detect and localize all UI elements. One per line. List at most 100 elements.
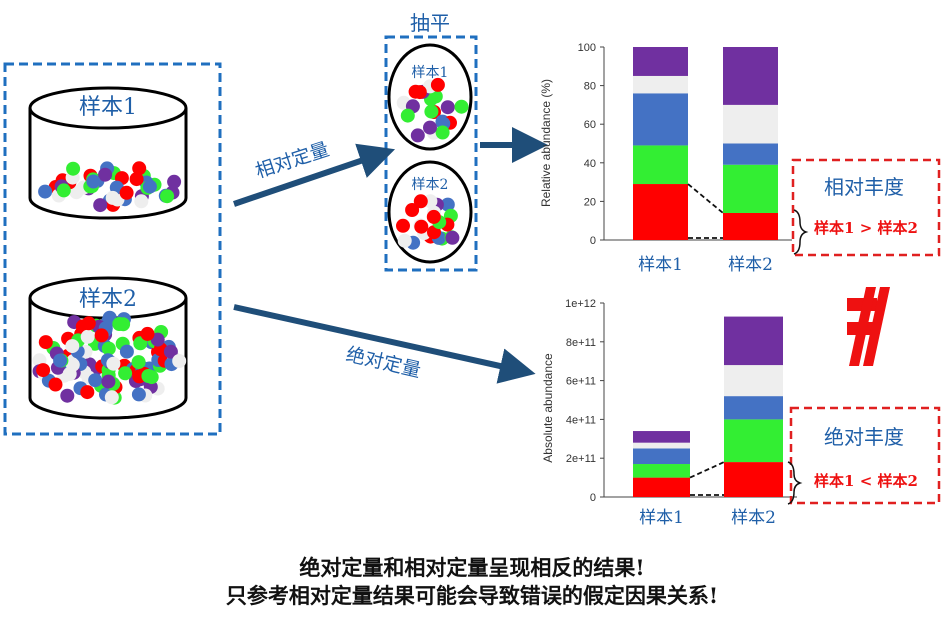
sample1-balls: [38, 161, 182, 213]
bar-segment: [633, 431, 690, 443]
y-tick-label: 0: [590, 492, 596, 504]
compare-connector: [687, 183, 724, 214]
ball: [397, 233, 412, 248]
ball: [101, 374, 116, 389]
bar-segment: [633, 47, 688, 76]
ball: [101, 341, 116, 356]
ball: [62, 367, 77, 381]
samples-box: [3, 62, 222, 436]
ball: [413, 194, 428, 209]
ball: [144, 370, 159, 385]
absolute-callout-box: [789, 406, 941, 505]
ball: [56, 183, 71, 198]
bar-segment: [724, 462, 783, 497]
ball: [424, 104, 439, 119]
absolute-callout-title: 绝对丰度: [824, 425, 904, 449]
bar-segment: [723, 164, 778, 213]
bar-segment: [633, 464, 690, 478]
absolute-arrow: [233, 304, 536, 384]
subsample-box: [384, 35, 478, 272]
y-axis-label: Absolute abundance: [541, 353, 555, 463]
ball: [98, 167, 113, 182]
ball: [81, 316, 96, 331]
x-tick-label: 样本2: [731, 508, 776, 528]
bar-segment: [724, 419, 783, 463]
x-tick-label: 样本2: [728, 255, 773, 275]
caption-line-1: 绝对定量和相对定量呈现相反的结果!: [299, 555, 645, 580]
ball: [423, 120, 437, 135]
ball: [150, 332, 165, 347]
bar-segment: [633, 442, 690, 449]
ball: [105, 190, 120, 205]
ball: [426, 209, 441, 224]
bar-segment: [633, 75, 688, 94]
caption-line-2: 只参考相对定量结果可能会导致错误的假定因果关系!: [225, 583, 719, 608]
ball: [134, 194, 149, 209]
ball: [412, 85, 427, 100]
bar-segment: [723, 143, 778, 165]
subsample1-label: 样本1: [412, 65, 449, 81]
relative-callout-title: 相对丰度: [824, 175, 904, 199]
ball: [400, 108, 415, 123]
compare-connector: [689, 461, 725, 479]
ball: [106, 356, 121, 371]
relative-callout-box: [791, 158, 941, 257]
ball: [131, 355, 146, 370]
ball: [112, 317, 127, 331]
y-tick-label: 1e+12: [565, 298, 596, 310]
ball: [410, 128, 425, 143]
y-tick-label: 8e+11: [566, 337, 596, 349]
bar-segment: [724, 365, 783, 397]
bar-segment: [633, 184, 688, 240]
ball: [414, 219, 429, 234]
ball: [160, 189, 175, 204]
y-tick-label: 80: [584, 81, 596, 93]
ball: [80, 329, 95, 344]
y-tick-label: 2e+11: [566, 453, 596, 465]
y-tick-label: 4e+11: [566, 414, 596, 426]
y-tick-label: 40: [584, 158, 596, 170]
sample1-label: 样本1: [79, 95, 137, 120]
y-tick-label: 6e+11: [566, 376, 596, 388]
y-tick-label: 20: [584, 196, 596, 208]
y-tick-label: 0: [590, 235, 596, 247]
ball: [86, 174, 101, 189]
sample2-balls: [32, 310, 187, 405]
ball: [66, 161, 81, 176]
ball: [129, 172, 144, 187]
bar-segment: [633, 477, 690, 497]
ball: [88, 373, 103, 388]
absolute-brace: [787, 461, 803, 505]
sample2-label: 样本2: [79, 287, 137, 312]
ball: [172, 354, 187, 368]
not-equal-icon: [847, 287, 890, 366]
ball: [119, 185, 134, 200]
subsample2-ellipse: [387, 160, 473, 264]
bar-segment: [723, 104, 778, 144]
bar-segment: [724, 316, 783, 366]
ball: [142, 179, 157, 194]
ball: [118, 366, 133, 381]
y-tick-label: 60: [584, 119, 596, 131]
relative-brace: [793, 209, 809, 255]
bar-segment: [724, 396, 783, 420]
ball: [104, 390, 119, 405]
relative-arrow: [233, 143, 396, 207]
absolute-abundance-chart: 0 2e+11 4e+11 6e+11 8e+11 1e+12 Absolute abund…: [541, 298, 797, 528]
ball: [445, 230, 460, 245]
ball: [36, 363, 51, 378]
ball: [94, 328, 109, 343]
y-axis-label: Relative abundance (%): [539, 79, 553, 207]
ball: [53, 353, 68, 368]
ball: [60, 388, 75, 403]
ball: [65, 339, 80, 354]
x-tick-label: 样本1: [639, 508, 684, 528]
sample2-cylinder: [28, 276, 188, 420]
subsample1-ellipse: [387, 43, 473, 151]
bar-segment: [633, 93, 688, 146]
ball: [38, 184, 53, 199]
subsample-title: 抽平: [410, 11, 450, 35]
ball: [119, 344, 134, 359]
x-tick-label: 样本1: [638, 255, 683, 275]
